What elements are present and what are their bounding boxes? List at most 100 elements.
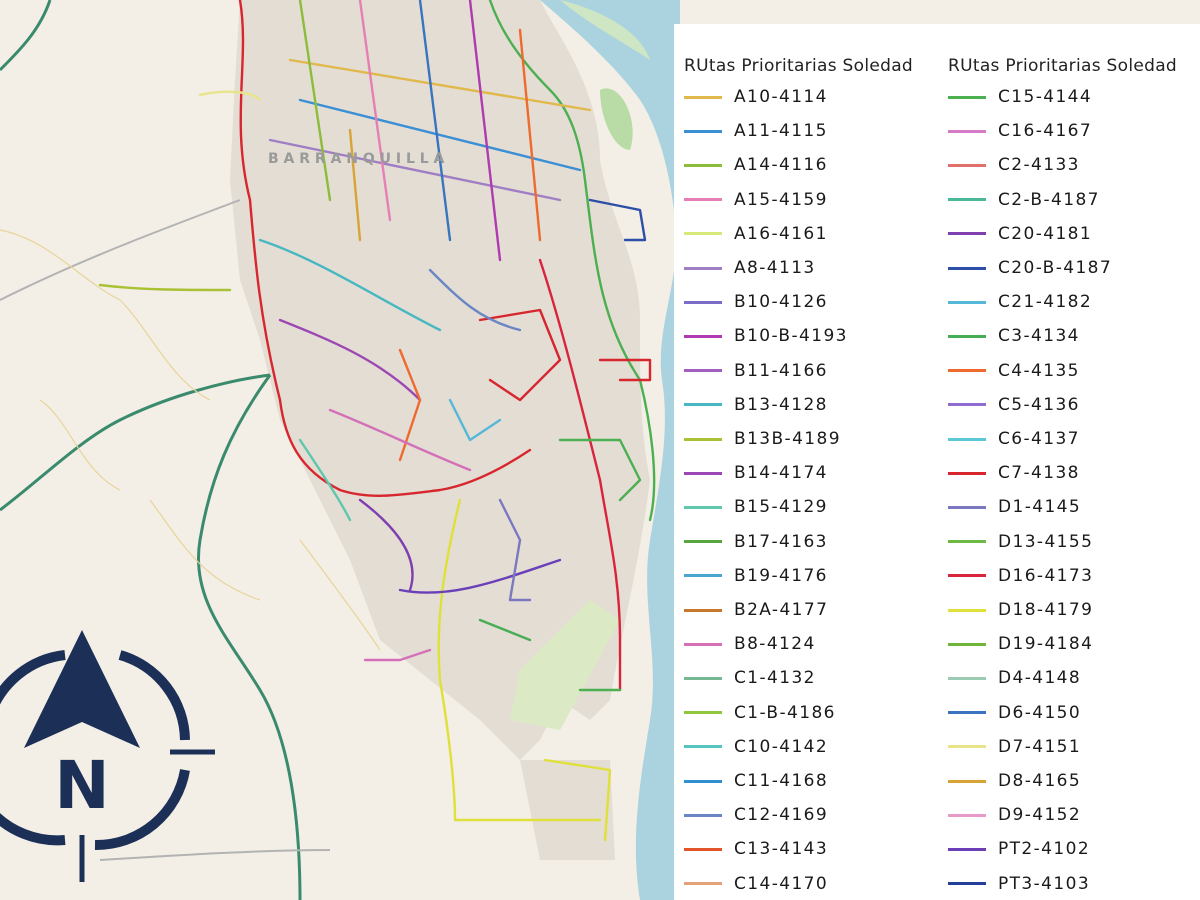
legend-item: C14-4170 — [684, 869, 828, 899]
legend-item: PT3-4103 — [948, 869, 1090, 899]
legend-item: C2-4133 — [948, 150, 1080, 180]
highway-southwest — [197, 374, 302, 900]
route-line-swatch — [948, 505, 986, 509]
map-place-label: B A R R A N Q U I L L A — [268, 151, 445, 167]
route-line-swatch — [684, 369, 722, 373]
legend-item-label: C5-4136 — [998, 394, 1080, 415]
legend-item-label: C3-4134 — [998, 326, 1080, 347]
route-line-swatch — [948, 198, 986, 202]
legend-item: D19-4184 — [948, 629, 1093, 659]
highway-north — [0, 0, 52, 72]
minor-roads — [0, 229, 381, 651]
legend-item-label: C10-4142 — [734, 736, 829, 757]
river-island — [560, 0, 650, 60]
legend-item: C10-4142 — [684, 732, 828, 762]
legend-item-label: B10-B-4193 — [734, 326, 848, 347]
route-line-swatch — [684, 198, 722, 202]
airport — [510, 600, 620, 730]
legend-item-label: A8-4113 — [734, 258, 816, 278]
legend-item-label: D7-4151 — [998, 736, 1082, 757]
legend-item-label: C21-4182 — [998, 292, 1093, 313]
river-magdalena — [540, 0, 680, 900]
route-line-swatch — [948, 847, 986, 851]
north-arrow-icon — [24, 630, 140, 748]
route-line-swatch — [684, 266, 722, 270]
compass-icon — [0, 650, 190, 851]
legend-item: B14-4174 — [684, 458, 828, 488]
legend-item-label: C15-4144 — [998, 87, 1093, 107]
legend-item: C2-B-4187 — [948, 185, 1100, 215]
legend-item-label: PT2-4102 — [998, 839, 1091, 860]
legend-item: B19-4176 — [684, 561, 828, 591]
legend-item: D16-4173 — [948, 561, 1093, 591]
legend-item: C20-4181 — [948, 219, 1092, 249]
legend-item-label: B13B-4189 — [734, 429, 841, 449]
route-line-swatch — [684, 608, 722, 612]
route-line-swatch — [684, 95, 722, 99]
legend-item-label: D18-4179 — [998, 600, 1094, 620]
route-line-swatch — [684, 813, 722, 817]
route-line-swatch — [684, 403, 722, 407]
legend-item-label: B19-4176 — [734, 565, 828, 586]
legend-item-label: D6-4150 — [998, 702, 1082, 723]
legend-item-label: C20-B-4187 — [998, 258, 1113, 278]
compass-letter: N — [54, 747, 109, 824]
legend-item-label: C2-4133 — [998, 155, 1080, 176]
route-line-swatch — [948, 129, 986, 133]
route-line-swatch — [948, 711, 986, 715]
route-line-swatch — [684, 676, 722, 680]
legend-column-2: RUtas Prioritarias Soledad C15-4144 C16-4… — [948, 56, 1177, 894]
route-line-swatch — [948, 95, 986, 99]
route-line-swatch — [948, 437, 986, 441]
route-line-swatch — [684, 847, 722, 851]
route-line-swatch — [684, 300, 722, 304]
legend-item-label: A14-4116 — [734, 155, 828, 176]
legend-item: PT2-4102 — [948, 834, 1090, 864]
route-line-swatch — [684, 642, 722, 646]
legend-item: C6-4137 — [948, 424, 1080, 454]
legend-item: D6-4150 — [948, 698, 1081, 728]
route-line-swatch — [948, 574, 986, 578]
route-line-swatch — [948, 813, 986, 817]
route-line-swatch — [948, 779, 986, 783]
legend-item: B13-4128 — [684, 390, 828, 420]
route-line-swatch — [948, 745, 986, 749]
legend-item-label: C6-4137 — [998, 429, 1080, 449]
legend-item-label: C14-4170 — [734, 873, 829, 894]
legend-item: C13-4143 — [684, 834, 828, 864]
legend-item-label: A11-4115 — [734, 121, 828, 142]
legend-item: D4-4148 — [948, 663, 1081, 693]
legend-item: D9-4152 — [948, 800, 1081, 830]
legend-item-label: C4-4135 — [998, 360, 1080, 381]
legend-item: C7-4138 — [948, 458, 1080, 488]
route-line-swatch — [948, 334, 986, 338]
legend-item: C1-B-4186 — [684, 698, 836, 728]
legend-item-label: A10-4114 — [734, 87, 828, 107]
legend-item: D7-4151 — [948, 732, 1081, 762]
legend-item: A16-4161 — [684, 219, 828, 249]
legend-item-label: D9-4152 — [998, 805, 1082, 826]
legend-item-label: D13-4155 — [998, 531, 1094, 552]
legend-item: A10-4114 — [684, 82, 828, 112]
route-legend: RUtas Prioritarias Soledad A10-4114 A11-4… — [674, 24, 1200, 900]
legend-item-label: C7-4138 — [998, 463, 1080, 484]
route-line-swatch — [948, 369, 986, 373]
legend-item: B8-4124 — [684, 629, 816, 659]
route-line-swatch — [948, 882, 986, 886]
route-line-swatch — [948, 300, 986, 304]
legend-title: RUtas Prioritarias Soledad — [684, 56, 914, 76]
legend-item: B11-4166 — [684, 356, 828, 386]
legend-item: C12-4169 — [684, 800, 828, 830]
legend-item-label: PT3-4103 — [998, 873, 1091, 894]
route-line-swatch — [684, 540, 722, 544]
route-line-swatch — [948, 471, 986, 475]
legend-item: A14-4116 — [684, 150, 828, 180]
legend-item-label: C1-B-4186 — [734, 702, 836, 723]
legend-item: C16-4167 — [948, 116, 1092, 146]
legend-item: C4-4135 — [948, 356, 1080, 386]
legend-item: A8-4113 — [684, 253, 816, 283]
legend-item-label: B8-4124 — [734, 634, 816, 655]
legend-item: D1-4145 — [948, 492, 1081, 522]
legend-item: C21-4182 — [948, 287, 1092, 317]
